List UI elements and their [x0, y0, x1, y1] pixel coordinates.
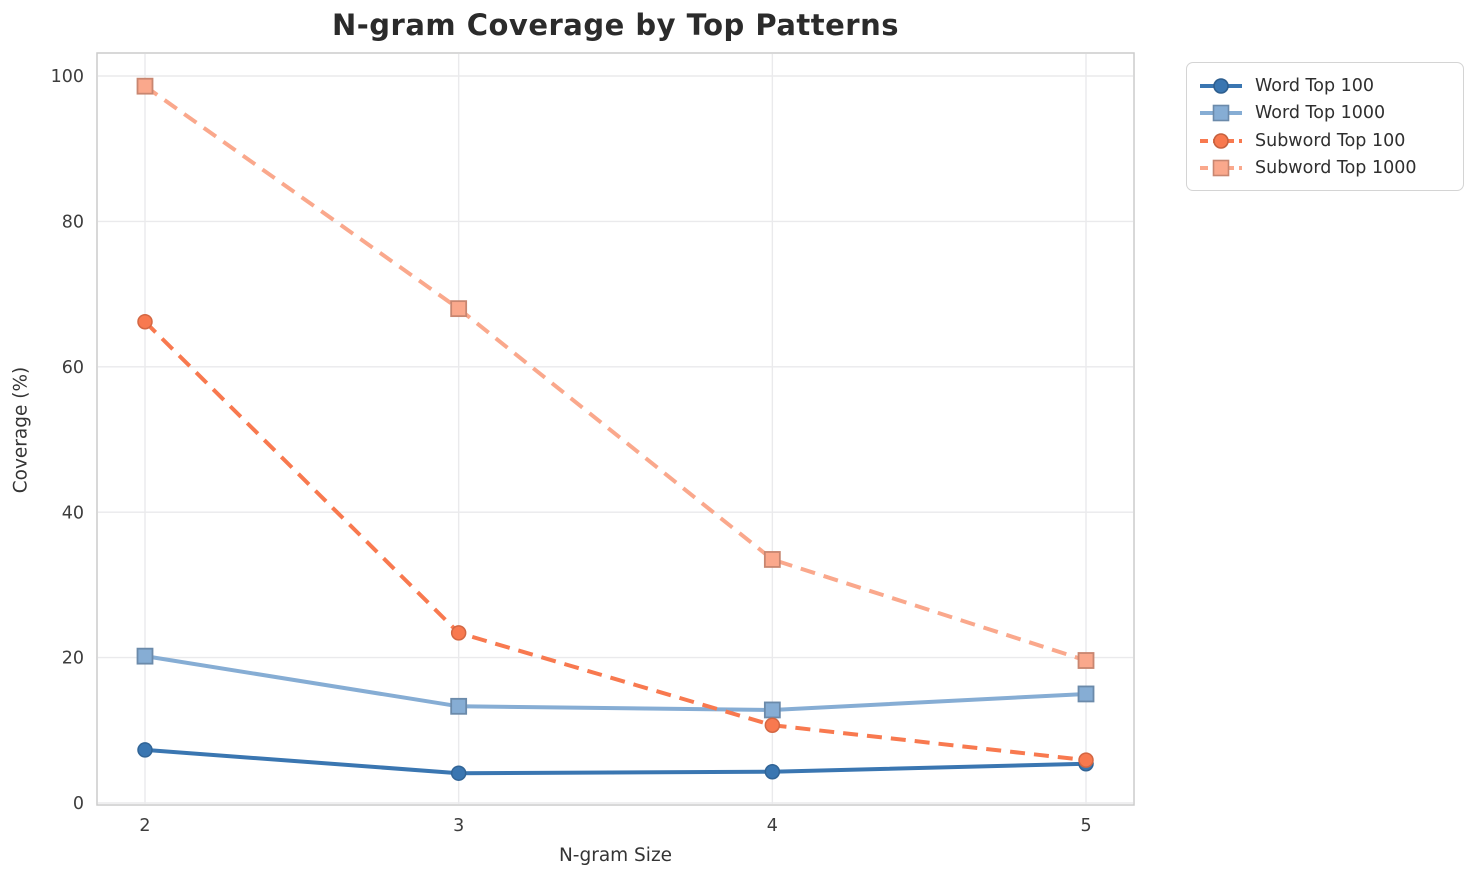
legend-label: Subword Top 1000 [1255, 158, 1417, 179]
marker-word-top-1000 [1077, 685, 1095, 703]
marker-word-top-100 [764, 763, 781, 780]
marker-subword-top-100 [137, 313, 153, 330]
legend-label: Word Top 1000 [1255, 103, 1386, 124]
y-tick-label: 40 [62, 503, 84, 523]
y-tick-label: 100 [51, 67, 84, 87]
marker-word-top-1000 [450, 697, 468, 715]
marker-subword-top-100 [450, 625, 467, 641]
marker-word-top-100 [450, 765, 467, 781]
legend-label: Word Top 100 [1255, 75, 1375, 96]
marker-subword-top-100 [1078, 752, 1094, 768]
x-tick-label: 2 [139, 816, 150, 836]
y-tick-label: 80 [62, 213, 84, 233]
x-tick-label: 3 [453, 816, 464, 836]
x-tick-label: 5 [1080, 816, 1091, 836]
marker-subword-top-1000 [450, 300, 468, 318]
x-tick-label: 4 [767, 816, 778, 836]
legend-sample-solid-square [1200, 104, 1242, 122]
marker-word-top-100 [137, 742, 153, 758]
legend-item-subword-top-100: Subword Top 100 [1199, 127, 1451, 154]
legend-sample-solid-circle [1200, 77, 1242, 94]
marker-subword-top-1000 [136, 77, 154, 95]
marker-subword-top-1000 [763, 551, 781, 568]
series-line-word-top-1000 [144, 654, 1087, 712]
marker-word-top-1000 [136, 647, 154, 665]
series-line-subword-top-1000 [143, 84, 1087, 663]
y-tick-label: 60 [62, 358, 84, 378]
series-line-subword-top-100 [143, 320, 1087, 763]
legend-item-word-top-1000: Word Top 1000 [1199, 100, 1451, 127]
legend-item-word-top-100: Word Top 100 [1199, 72, 1451, 99]
legend-item-subword-top-1000: Subword Top 1000 [1199, 155, 1451, 182]
marker-subword-top-100 [764, 717, 781, 733]
y-tick-label: 0 [73, 794, 84, 814]
y-axis-label: Coverage (%) [10, 366, 32, 494]
marker-word-top-1000 [763, 701, 781, 719]
legend: Word Top 100 Word Top 1000 Subword Top 100… [1186, 62, 1464, 191]
y-tick-label: 20 [62, 649, 84, 669]
legend-label: Subword Top 100 [1255, 130, 1406, 151]
marker-subword-top-1000 [1077, 652, 1095, 669]
x-axis-label: N-gram Size [558, 845, 673, 866]
series-line-word-top-100 [144, 747, 1087, 776]
legend-sample-dashed-square [1200, 160, 1242, 177]
chart-title: N-gram Coverage by Top Patterns [331, 8, 900, 42]
legend-sample-dashed-circle [1200, 133, 1242, 149]
